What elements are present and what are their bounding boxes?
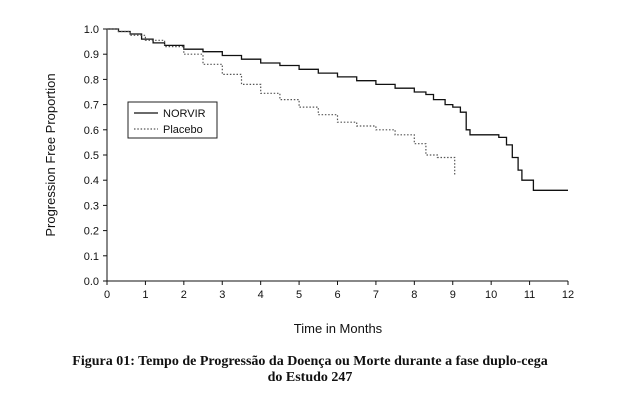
legend-label-norvir: NORVIR [163, 108, 206, 120]
x-tick-label: 10 [485, 289, 497, 301]
axes [106, 29, 568, 282]
x-tick-label: 6 [334, 289, 340, 301]
legend-label-placebo: Placebo [163, 124, 203, 136]
figure-caption: Figura 01: Tempo de Progressão da Doença… [0, 354, 620, 386]
y-tick-label: 0.9 [84, 49, 99, 61]
x-tick-label: 0 [104, 289, 110, 301]
x-tick-label: 7 [373, 289, 379, 301]
caption-line-2: do Estudo 247 [267, 370, 353, 385]
y-tick-label: 0.6 [84, 125, 99, 137]
x-tick-label: 11 [524, 289, 535, 301]
x-tick-label: 3 [219, 289, 225, 301]
caption-line-1: Figura 01: Tempo de Progressão da Doença… [72, 354, 548, 369]
y-tick-label: 0.4 [84, 175, 99, 187]
series-line-norvir [107, 28, 568, 191]
x-tick-label: 1 [142, 289, 148, 301]
legend: NORVIR Placebo [127, 101, 218, 139]
y-tick-label: 0.5 [84, 150, 99, 162]
series-layer [107, 28, 568, 191]
y-axis-ticks: 0.0 0.1 0.2 0.3 0.4 0.5 0.6 0.7 0.8 0.9 1.0 [84, 24, 107, 288]
y-tick-label: 0.1 [84, 251, 99, 263]
x-axis-ticks: 0 1 2 3 4 5 6 7 8 9 10 11 12 [104, 281, 574, 301]
legend-box [127, 101, 218, 139]
y-tick-label: 1.0 [84, 24, 99, 36]
y-tick-label: 0.2 [84, 226, 99, 238]
x-tick-label: 9 [450, 289, 456, 301]
y-tick-label: 0.0 [84, 276, 99, 288]
chart: 0 1 2 3 4 5 6 7 8 9 10 11 12 0.00.10.20.30.40.50.60.… [43, 24, 574, 336]
x-tick-label: 5 [296, 289, 302, 301]
x-tick-label: 8 [411, 289, 417, 301]
x-tick-label: 12 [562, 289, 574, 301]
y-tick-label: 0.8 [84, 74, 99, 86]
y-tick-label: 0.3 [84, 200, 99, 212]
x-axis-title: Time in Months [294, 321, 383, 336]
y-tick-label: 0.7 [84, 100, 99, 112]
y-axis-title: Progression Free Proportion [43, 73, 58, 236]
x-tick-label: 2 [181, 289, 187, 301]
x-tick-label: 4 [258, 289, 264, 301]
